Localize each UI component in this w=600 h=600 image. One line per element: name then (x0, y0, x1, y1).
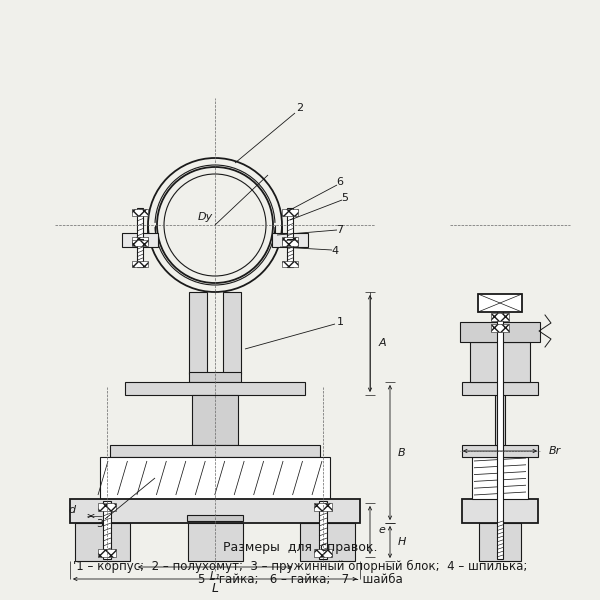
Bar (122, 233, 158, 247)
Text: 7: 7 (337, 225, 344, 235)
Text: Размеры  для  справок.: Размеры для справок. (223, 541, 377, 554)
Bar (491, 313, 509, 321)
Bar (137, 208, 143, 244)
Text: 2: 2 (296, 103, 304, 113)
Bar (189, 372, 241, 382)
Bar (110, 445, 320, 457)
Bar (462, 499, 538, 523)
Bar (100, 457, 330, 499)
Bar (75, 523, 130, 561)
Bar (497, 307, 503, 559)
Bar (478, 294, 522, 312)
Bar (282, 209, 298, 216)
Bar (479, 523, 521, 561)
Text: Dу: Dу (197, 212, 212, 222)
Bar (287, 239, 293, 267)
Bar (223, 292, 241, 374)
Bar (462, 445, 538, 457)
Bar (98, 503, 116, 511)
Text: 4: 4 (331, 246, 338, 256)
Text: 5 – гайка;   6 – гайка;   7 – шайба: 5 – гайка; 6 – гайка; 7 – шайба (197, 574, 403, 587)
Bar (462, 382, 538, 395)
Bar (192, 395, 238, 445)
Text: H: H (398, 537, 406, 547)
Text: 6: 6 (337, 177, 343, 187)
Bar (495, 395, 505, 445)
Bar (132, 209, 148, 216)
Bar (70, 499, 360, 523)
Bar (491, 324, 509, 332)
Bar (314, 549, 332, 557)
Bar (300, 523, 355, 561)
Text: A: A (378, 338, 386, 349)
Text: L₁: L₁ (209, 571, 220, 581)
Text: 1: 1 (337, 317, 343, 327)
Text: e: e (379, 525, 385, 535)
Bar (319, 501, 327, 559)
Bar (472, 457, 528, 499)
Bar (132, 237, 148, 244)
Text: '1 – корпус;  2 – полухомут;  3 – пружинный опорный блок;  4 – шпилька;: '1 – корпус; 2 – полухомут; 3 – пружинны… (73, 559, 527, 572)
Bar (470, 342, 530, 382)
Bar (272, 233, 308, 247)
Bar (460, 322, 540, 342)
Bar (98, 549, 116, 557)
Bar (282, 261, 298, 267)
Text: L: L (212, 581, 218, 595)
Text: Br: Br (549, 446, 561, 456)
Text: d: d (68, 505, 76, 515)
Bar (137, 239, 143, 267)
Bar (187, 515, 243, 521)
Bar (188, 523, 243, 561)
Text: 3: 3 (97, 519, 104, 529)
Bar (125, 382, 305, 395)
Bar (282, 240, 298, 246)
Bar (282, 237, 298, 244)
Text: 5: 5 (341, 193, 349, 203)
Text: B: B (398, 448, 406, 457)
Bar (132, 240, 148, 246)
Bar (103, 501, 111, 559)
Bar (314, 503, 332, 511)
Bar (287, 208, 293, 244)
Bar (132, 261, 148, 267)
Bar (189, 292, 207, 374)
